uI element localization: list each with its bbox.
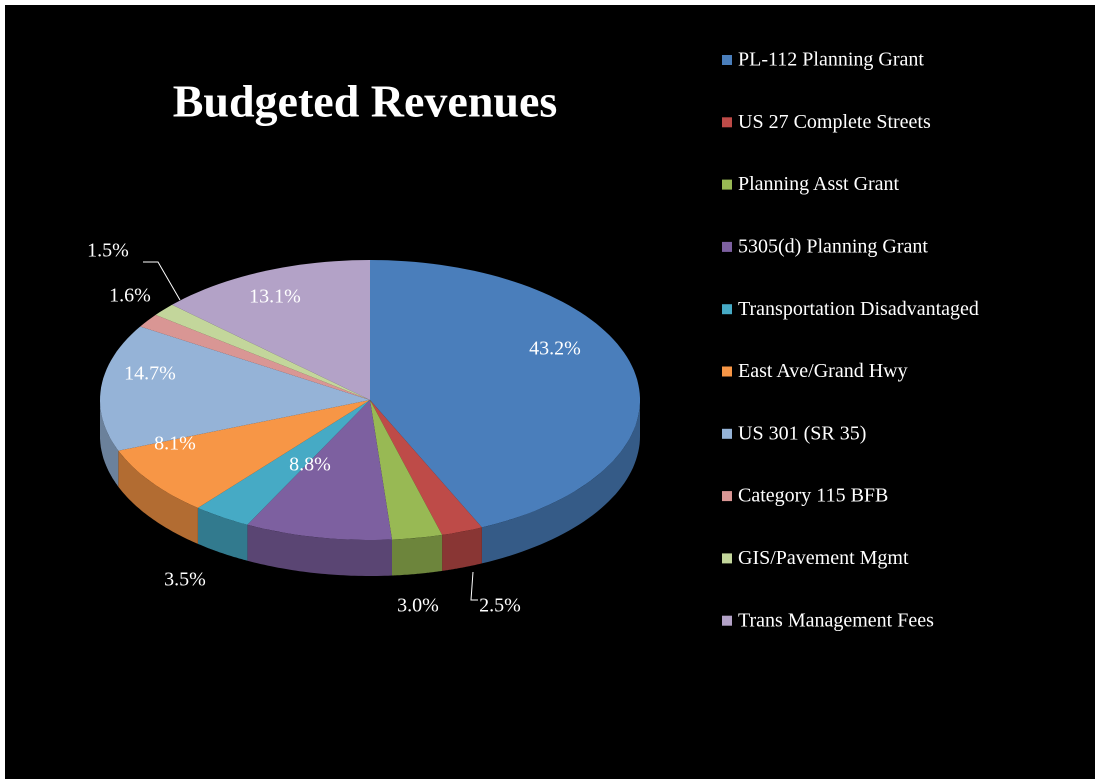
slice-side: [100, 400, 119, 487]
legend-label: US 27 Complete Streets: [738, 111, 931, 133]
data-label: 3.0%: [397, 595, 439, 617]
slice-side: [392, 534, 443, 576]
legend-label: GIS/Pavement Mgmt: [738, 547, 909, 569]
slice: [247, 400, 392, 540]
slice: [118, 400, 370, 508]
data-label: 2.5%: [479, 595, 521, 617]
data-label: 3.5%: [164, 569, 206, 591]
slice: [370, 400, 443, 540]
legend-swatch: [722, 553, 732, 564]
data-label: 43.2%: [529, 338, 581, 360]
legend-swatch: [722, 55, 732, 65]
slice: [370, 260, 640, 528]
data-label: 1.5%: [87, 240, 129, 262]
legend-swatch: [722, 241, 732, 252]
leader-line: [470, 571, 478, 601]
legend-swatch: [722, 366, 732, 377]
legend-label: Transportation Disadvantaged: [738, 298, 979, 320]
legend-swatch: [722, 117, 732, 128]
slice: [370, 400, 482, 535]
legend-label: US 301 (SR 35): [738, 422, 866, 444]
legend-label: Planning Asst Grant: [738, 173, 900, 195]
data-label: 8.8%: [289, 454, 331, 476]
legend-swatch: [722, 428, 732, 439]
legend-label: Category 115 BFB: [738, 485, 888, 507]
slice-side: [118, 450, 198, 544]
slice: [172, 260, 370, 400]
legend-label: Trans Management Fees: [738, 609, 934, 631]
leader-line: [143, 261, 181, 301]
slice-side: [481, 400, 640, 564]
data-label: 13.1%: [249, 286, 301, 308]
data-label: 8.1%: [154, 433, 196, 455]
legend-swatch: [722, 304, 732, 315]
slice-side: [197, 507, 248, 561]
legend-label: PL-112 Planning Grant: [738, 49, 924, 71]
slice-side: [442, 527, 482, 571]
legend-swatch: [722, 179, 732, 190]
slice-side: [247, 524, 392, 576]
legend-label: 5305(d) Planning Grant: [738, 235, 928, 257]
legend-swatch: [722, 615, 732, 626]
slice: [140, 314, 370, 400]
slice: [197, 400, 370, 525]
legend-swatch: [722, 491, 732, 502]
slice: [155, 304, 370, 400]
chart-title: Budgeted Revenues: [173, 76, 558, 127]
data-label: 14.7%: [124, 363, 176, 385]
slice: [100, 326, 370, 451]
data-label: 1.6%: [109, 285, 151, 307]
legend-label: East Ave/Grand Hwy: [738, 360, 908, 382]
